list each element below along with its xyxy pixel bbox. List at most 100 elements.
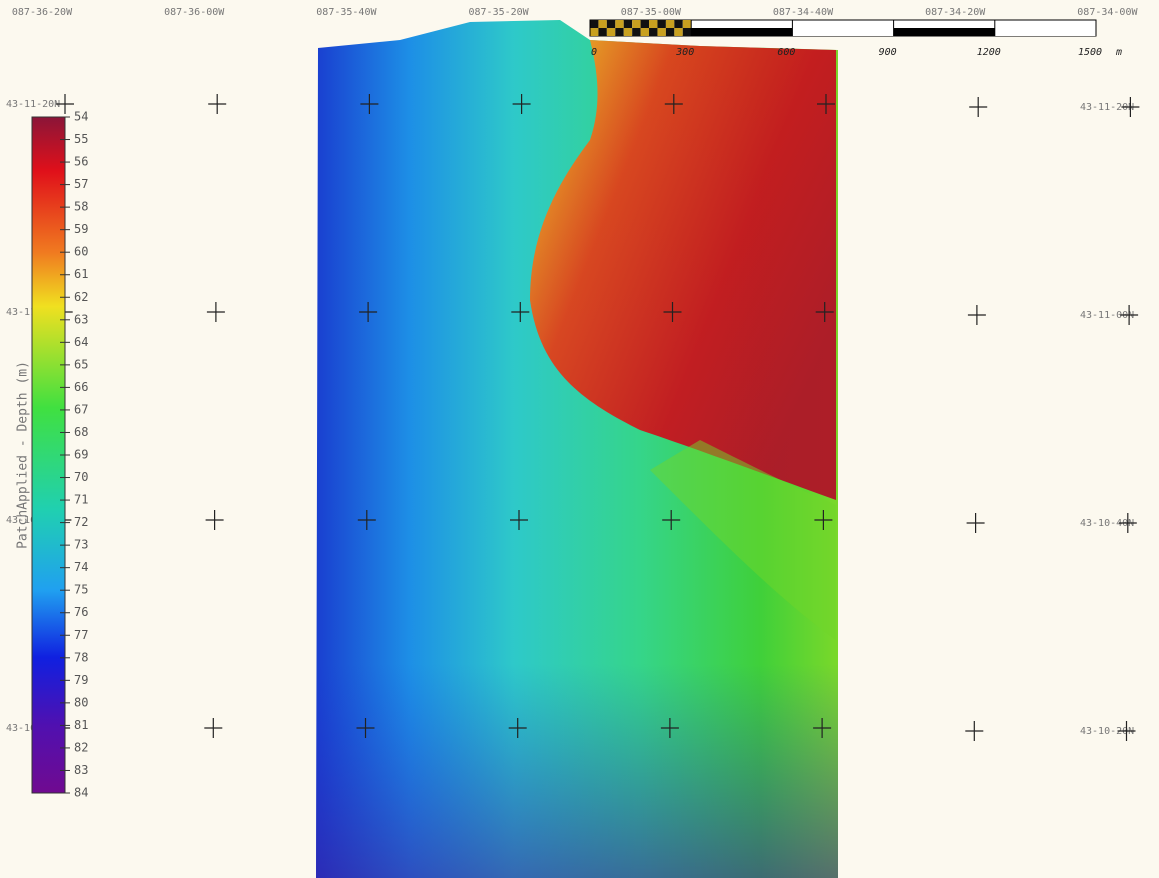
crosshair: [205, 510, 224, 530]
scale-bar-label: 1500: [1078, 47, 1102, 58]
colorbar-tick-label: 64: [74, 335, 88, 349]
crosshair: [965, 721, 984, 741]
colorbar-tick-label: 63: [74, 312, 88, 326]
colorbar-label: PatchApplied - Depth (m): [16, 361, 31, 549]
scale-bar-check: [632, 28, 641, 36]
colorbar-tick-label: 80: [74, 695, 88, 709]
scale-bar-segment: [994, 28, 1096, 36]
colorbar-tick-label: 59: [74, 222, 88, 236]
crosshair: [662, 510, 681, 530]
crosshair: [508, 718, 527, 738]
scale-bar-check: [657, 20, 666, 28]
latitude-label: 43-11-20N: [1080, 102, 1134, 113]
colorbar-tick-label: 69: [74, 448, 88, 462]
scale-bar-check: [632, 20, 641, 28]
colorbar-tick-label: 84: [74, 786, 88, 800]
crosshair: [357, 510, 376, 530]
longitude-label: 087-35-20W: [468, 7, 529, 18]
colorbar-tick-label: 72: [74, 515, 88, 529]
crosshair: [813, 718, 832, 738]
longitude-label: 087-35-40W: [316, 7, 377, 18]
colorbar-tick-label: 57: [74, 177, 88, 191]
colorbar-tick-label: 71: [74, 493, 88, 507]
colorbar-tick-label: 58: [74, 200, 88, 214]
scale-bar-check: [623, 28, 633, 36]
colorbar-tick-label: 68: [74, 425, 88, 439]
crosshair: [204, 718, 223, 738]
scale-bar-check: [682, 28, 692, 36]
scale-bar-check: [665, 28, 675, 36]
crosshair: [1121, 97, 1140, 117]
colorbar-tick-label: 55: [74, 132, 88, 146]
scale-bar-label: 1200: [977, 47, 1001, 58]
colorbar-tick-label: 77: [74, 628, 88, 642]
longitude-label: 087-36-20W: [12, 7, 73, 18]
scale-bar-check: [598, 28, 607, 36]
survey-raster: [316, 20, 838, 878]
colorbar-tick-label: 67: [74, 402, 88, 416]
colorbar-tick-label: 76: [74, 605, 88, 619]
colorbar-tick-label: 56: [74, 155, 88, 169]
colorbar-tick-label: 60: [74, 245, 88, 259]
colorbar-tick-label: 62: [74, 290, 88, 304]
crosshair: [1120, 305, 1139, 325]
longitude-label: 087-34-00W: [1077, 7, 1138, 18]
colorbar-tick-label: 81: [74, 718, 88, 732]
crosshair: [510, 510, 528, 530]
scale-bar-check: [623, 20, 633, 28]
crosshair: [359, 302, 378, 322]
crosshair: [967, 305, 986, 325]
scale-bar-check: [649, 20, 658, 28]
crosshair: [814, 510, 833, 530]
scale-bar-check: [674, 20, 683, 28]
colorbar-tick-label: 78: [74, 650, 88, 664]
scale-bar-check: [615, 20, 624, 28]
crosshair: [1118, 513, 1137, 533]
colorbar-tick-label: 70: [74, 470, 88, 484]
crosshair: [360, 94, 379, 114]
crosshair: [356, 718, 375, 738]
scale-bar-check: [657, 28, 666, 36]
longitude-label: 087-35-00W: [621, 7, 682, 18]
crosshair: [664, 94, 683, 114]
scale-bar-label: 600: [777, 47, 795, 58]
scale-bar-check: [606, 28, 616, 36]
colorbar-tick-label: 74: [74, 560, 88, 574]
scale-bar-label: 300: [675, 47, 694, 58]
scale-bar-check: [615, 28, 624, 36]
colorbar-tick-label: 83: [74, 763, 88, 777]
crosshair: [56, 94, 74, 114]
scale-bar-check: [590, 28, 599, 36]
scale-bar: 0 300 600 900 1200 1500 m: [589, 19, 1122, 58]
scale-bar-check: [598, 20, 607, 28]
scale-bar-check: [665, 20, 675, 28]
crosshair: [966, 513, 985, 533]
scale-bar-label: 900: [879, 47, 897, 58]
crosshair: [663, 302, 682, 322]
colorbar-tick-label: 79: [74, 673, 88, 687]
scale-bar-unit: m: [1115, 47, 1122, 58]
scale-bar-label: 0: [591, 47, 597, 58]
crosshair: [511, 302, 530, 322]
crosshair: [815, 302, 834, 322]
crosshair: [817, 94, 835, 114]
scale-bar-check: [640, 20, 650, 28]
latitude-label: 43-10-20N: [1080, 726, 1134, 737]
colorbar-tick-label: 73: [74, 538, 88, 552]
crosshair: [969, 97, 988, 117]
crosshair: [512, 94, 531, 114]
scale-bar-check: [590, 20, 599, 28]
colorbar-tick-label: 61: [74, 267, 88, 281]
latitude-label: 43-11-20N: [6, 99, 60, 110]
scale-bar-check: [640, 28, 650, 36]
scale-bar-check: [674, 28, 683, 36]
crosshair: [208, 94, 227, 114]
scale-bar-segment: [691, 28, 793, 36]
scale-bar-segment: [893, 28, 995, 36]
longitude-label: 087-34-40W: [773, 7, 834, 18]
colorbar: 54 55 56 57 58 59 60 61 62 63 64 65 66 67 68 69 70 71 72 73…: [16, 110, 89, 800]
longitude-label: 087-34-20W: [925, 7, 986, 18]
scale-bar-segment: [792, 28, 894, 36]
